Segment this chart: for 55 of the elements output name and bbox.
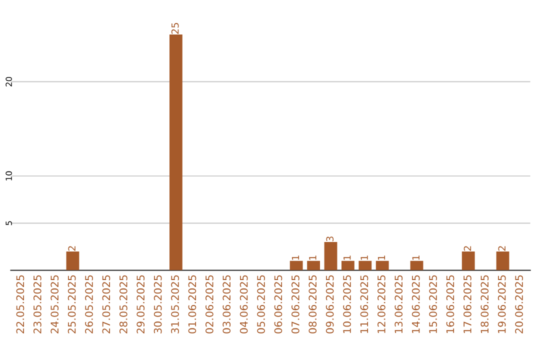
x-tick-label: 01.06.2025 <box>188 275 196 334</box>
data-label: 1 <box>292 256 300 260</box>
x-tick-label: 05.06.2025 <box>257 275 265 334</box>
y-tick-label: 10 <box>6 171 12 180</box>
x-tick-label: 11.06.2025 <box>360 275 368 333</box>
x-tick-label: 26.05.2025 <box>85 275 93 334</box>
x-tick-label: 28.05.2025 <box>119 275 128 334</box>
x-tick-label: 02.06.2025 <box>205 275 214 334</box>
data-label: 1 <box>344 256 351 260</box>
bar <box>324 242 338 270</box>
data-label: 25 <box>171 23 179 34</box>
x-tick-label: 24.05.2025 <box>50 275 59 334</box>
data-label: 1 <box>360 256 368 260</box>
bar <box>66 251 80 270</box>
data-label: 2 <box>68 246 76 251</box>
bar <box>307 260 320 270</box>
bar <box>462 251 475 270</box>
x-tick-label: 13.06.2025 <box>394 275 403 333</box>
x-tick-label: 14.06.2025 <box>412 275 420 333</box>
x-tick-label: 19.06.2025 <box>498 275 506 333</box>
x-tick-label: 25.05.2025 <box>68 275 76 334</box>
x-tick-label: 17.06.2025 <box>464 275 472 333</box>
data-label: 1 <box>309 256 316 260</box>
x-tick-label: 20.06.2025 <box>515 275 523 334</box>
x-tick-label: 29.05.2025 <box>136 275 145 334</box>
bar <box>290 260 303 270</box>
x-tick-label: 04.06.2025 <box>240 275 248 334</box>
x-tick-label: 31.05.2025 <box>171 275 179 334</box>
bar <box>169 34 182 270</box>
bar <box>358 260 372 270</box>
x-tick-label: 23.05.2025 <box>33 275 42 334</box>
bar <box>341 260 354 270</box>
y-tick-label: 20 <box>6 76 12 86</box>
x-tick-label: 08.06.2025 <box>308 275 317 334</box>
x-tick-label: 22.05.2025 <box>16 275 24 334</box>
x-tick-label: 16.06.2025 <box>446 275 454 333</box>
data-label: 2 <box>464 246 472 251</box>
data-label: 1 <box>378 256 386 260</box>
x-tick-label: 30.05.2025 <box>154 275 162 334</box>
x-tick-label: 18.06.2025 <box>480 275 489 333</box>
x-tick-label: 03.06.2025 <box>222 275 231 334</box>
bar <box>410 260 424 270</box>
y-tick-label: 5 <box>6 221 12 226</box>
x-tick-label: 12.06.2025 <box>377 275 386 333</box>
x-tick-label: 10.06.2025 <box>343 275 351 333</box>
x-tick-label: 07.06.2025 <box>291 275 300 334</box>
x-tick-label: 09.06.2025 <box>326 275 334 334</box>
bar <box>496 251 510 270</box>
data-label: 1 <box>412 256 420 260</box>
x-tick-label: 06.06.2025 <box>274 275 282 334</box>
x-tick-label: 15.06.2025 <box>429 275 437 333</box>
data-label: 2 <box>498 246 506 251</box>
bar <box>376 260 389 270</box>
x-tick-label: 27.05.2025 <box>102 275 110 334</box>
data-label: 3 <box>326 236 334 242</box>
